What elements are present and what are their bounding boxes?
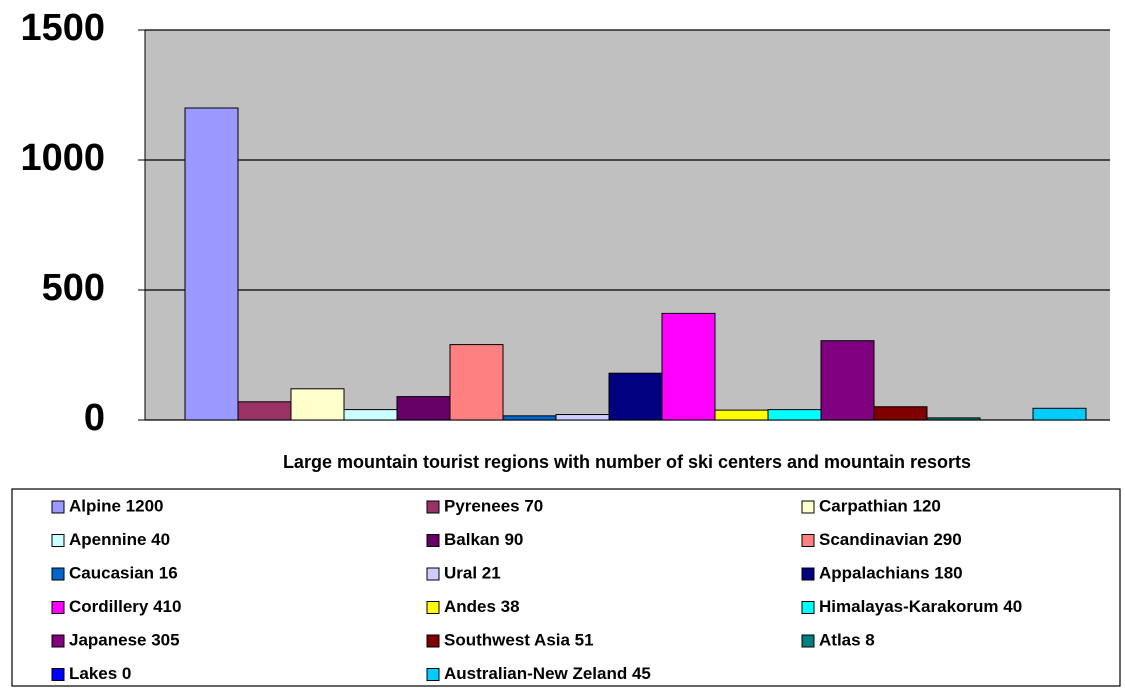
- legend-label: Carpathian 120: [819, 496, 941, 515]
- legend-swatch: [801, 567, 815, 581]
- legend-label: Southwest Asia 51: [444, 630, 594, 649]
- bar: [714, 409, 769, 421]
- bar: [237, 401, 292, 421]
- legend-swatch: [51, 567, 65, 581]
- legend-swatch: [51, 634, 65, 648]
- bar: [555, 414, 610, 421]
- bar: [820, 340, 875, 421]
- legend-box: [11, 488, 1121, 687]
- legend-label: Atlas 8: [819, 630, 875, 649]
- bar: [767, 409, 822, 421]
- legend-swatch: [51, 601, 65, 614]
- bar: [1032, 407, 1087, 421]
- y-tick-label: 0: [84, 397, 105, 439]
- bar: [608, 372, 663, 421]
- legend-swatch: [426, 668, 440, 681]
- y-tick-label: 1500: [20, 7, 105, 49]
- bar: [184, 107, 239, 421]
- legend-label: Appalachians 180: [819, 563, 963, 582]
- bar: [343, 409, 398, 421]
- legend-label: Apennine 40: [69, 530, 170, 549]
- legend-label: Himalayas-Karakorum 40: [819, 597, 1022, 616]
- legend-swatch: [426, 500, 440, 514]
- bar: [873, 406, 928, 421]
- legend-swatch: [426, 534, 440, 547]
- legend-swatch: [51, 534, 65, 547]
- legend-label: Cordillery 410: [69, 597, 181, 616]
- bar: [449, 344, 504, 421]
- bar: [290, 388, 345, 421]
- legend-swatch: [801, 534, 815, 547]
- bar: [502, 415, 557, 421]
- legend-swatch: [426, 601, 440, 614]
- legend-label: Andes 38: [444, 597, 520, 616]
- bar: [661, 312, 716, 421]
- legend-swatch: [51, 668, 65, 681]
- legend-swatch: [801, 500, 815, 514]
- legend-label: Japanese 305: [69, 630, 180, 649]
- legend-label: Lakes 0: [69, 664, 131, 683]
- legend-swatch: [426, 634, 440, 648]
- legend-swatch: [51, 500, 65, 514]
- legend-label: Scandinavian 290: [819, 530, 962, 549]
- plot-area: [145, 30, 1110, 420]
- legend-label: Australian-New Zeland 45: [444, 664, 651, 683]
- legend-swatch: [801, 601, 815, 614]
- legend-label: Caucasian 16: [69, 563, 178, 582]
- legend-label: Pyrenees 70: [444, 496, 543, 515]
- y-tick-label: 1000: [20, 137, 105, 179]
- legend-label: Ural 21: [444, 563, 501, 582]
- legend-label: Alpine 1200: [69, 496, 164, 515]
- y-tick-label: 500: [42, 267, 105, 309]
- bar: [926, 417, 981, 421]
- x-axis-label: Large mountain tourist regions with numb…: [283, 452, 971, 472]
- bar: [396, 396, 451, 421]
- legend-swatch: [426, 567, 440, 581]
- legend-swatch: [801, 634, 815, 648]
- legend-label: Balkan 90: [444, 530, 523, 549]
